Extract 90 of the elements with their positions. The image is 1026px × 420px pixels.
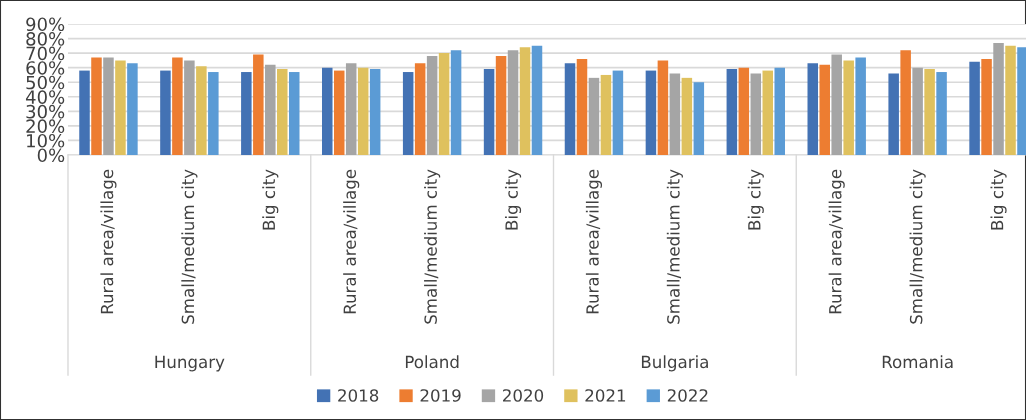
legend-label: 2022 [667,389,708,402]
x-tick-label: Small/medium city [424,169,441,324]
bar [79,70,90,155]
x-tick-label: Rural area/village [100,169,117,314]
bar [288,72,300,155]
bar [402,72,414,155]
legend-label: 2020 [503,389,544,402]
y-tick-label: 0% [37,148,65,163]
bar [936,72,947,155]
bar [345,63,357,155]
bar [115,60,126,155]
bar [645,70,657,155]
y-tick-label: 50% [26,75,65,90]
x-tick-label: Big city [990,169,1007,230]
bar [681,77,693,155]
x-tick-label: Big city [747,169,764,230]
bar [495,56,507,155]
bar [265,64,276,155]
bar [414,63,426,155]
bar [531,45,543,155]
bar [438,53,450,155]
legend-label: 2021 [585,389,626,402]
x-tick-label: Small/medium city [181,169,198,324]
text: Romania [882,355,953,369]
bar [843,60,854,155]
bar [253,54,264,155]
bar [127,63,138,155]
bar [912,67,923,155]
legend-label: 2018 [338,389,379,402]
bar [160,70,171,155]
bar [333,70,345,155]
y-tick-label: 70% [26,46,65,61]
bar [657,60,669,155]
bar [241,72,252,155]
bar [612,70,624,155]
bar [588,77,600,155]
bar [750,73,762,155]
x-tick-label: Big city [504,169,522,230]
bar [819,64,830,155]
y-tick-label: 90% [26,17,65,32]
bar [103,57,114,155]
bar [1005,45,1016,155]
text: Poland [405,355,459,369]
bar [196,66,207,155]
bar [774,67,785,155]
bar [831,54,842,155]
bar [693,82,705,155]
bar [91,57,102,155]
bar [507,50,519,155]
bar [172,57,183,155]
y-tick-label: 20% [26,119,65,134]
bar [807,63,819,155]
bar [208,72,219,155]
text: Bulgaria [641,355,708,372]
bar [855,57,866,155]
bar [669,73,681,155]
bar [762,70,774,155]
y-tick-label: 10% [27,133,65,148]
x-tick-label: Rural area/village [585,169,603,314]
bar [888,73,899,155]
y-tick-label: 40% [25,90,65,104]
bar [357,67,369,155]
y-tick-label: 30% [26,104,65,119]
x-tick-label: Rural area/village [828,169,845,314]
bar [322,67,333,155]
legend-label: 2019 [420,389,461,402]
text: Hungary [155,355,225,372]
bar [600,74,612,155]
y-tick-label: 80% [26,32,65,46]
x-tick-label: Big city [262,169,279,230]
bar [277,69,288,155]
y-tick-label: 60% [26,61,65,75]
bar [483,69,495,155]
bar [426,56,438,155]
bar [981,58,992,155]
bar [519,47,531,155]
bar [969,61,980,155]
bar [738,67,750,155]
x-tick-label: Small/medium city [666,169,683,324]
x-tick-label: Small/medium city [909,169,926,324]
x-tick-label: Rural area/village [343,169,360,314]
bar [900,50,911,155]
bar [993,42,1004,155]
bar [924,69,935,155]
bar [576,58,588,155]
bar [564,63,576,155]
bar [726,69,738,155]
bar [184,60,195,155]
bar [369,69,381,155]
bar [450,50,462,155]
